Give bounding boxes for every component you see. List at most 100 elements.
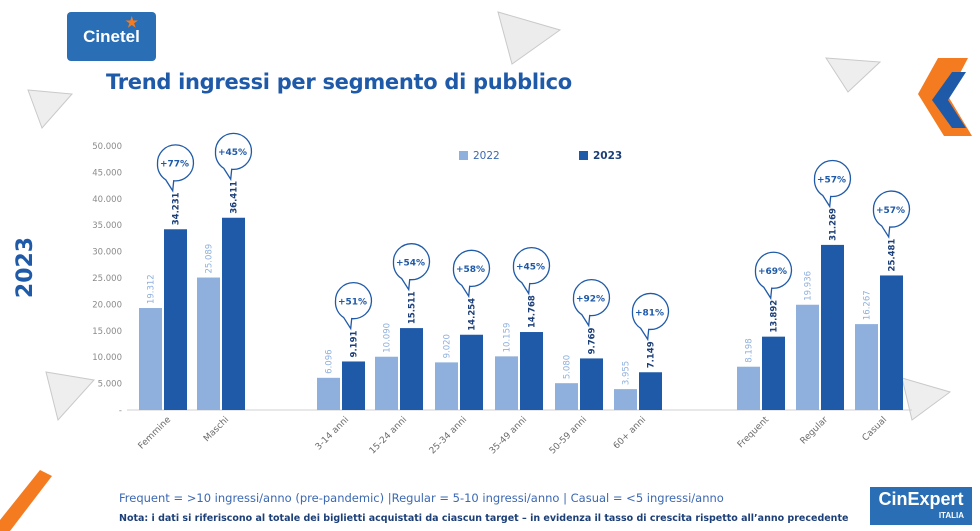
data-label-2023: 15.511 (408, 291, 418, 324)
data-label-2023: 9.191 (350, 330, 360, 357)
y-tick-label: 20.000 (92, 300, 122, 310)
data-label-2022: 3.955 (622, 361, 632, 385)
data-label-2023: 7.149 (647, 341, 657, 368)
growth-bubble-shape (156, 144, 195, 193)
bar-2023 (762, 336, 785, 410)
growth-bubble: +45% (512, 246, 551, 296)
data-label-2023: 13.892 (770, 300, 780, 333)
bar-2023 (639, 372, 662, 410)
bar-2023 (580, 358, 603, 410)
y-tick-label: 25.000 (92, 274, 122, 284)
y-tick-label: 10.000 (92, 353, 122, 363)
data-label-2022: 5.080 (563, 355, 573, 379)
cinetel-logo: Cinetel ★ (67, 12, 156, 61)
bar-2022 (614, 389, 637, 410)
growth-label: +57% (876, 206, 905, 216)
growth-bubble: +77% (156, 144, 195, 193)
star-icon: ★ (125, 14, 138, 30)
category-label: 50-59 anni (548, 415, 589, 456)
category-label: 25-34 anni (428, 415, 469, 456)
y-tick-label: - (119, 406, 122, 416)
growth-bubble: +54% (392, 243, 431, 292)
y-tick-label: 5.000 (98, 380, 122, 390)
brand-sub: ITALIA (938, 511, 964, 520)
bar-2023 (520, 332, 543, 410)
category-label: 35-49 anni (488, 415, 529, 456)
y-tick-label: 45.000 (92, 168, 122, 178)
data-label-2022: 10.159 (503, 323, 513, 353)
growth-bubble-shape (631, 292, 670, 342)
growth-label: +57% (817, 175, 846, 185)
growth-bubble: +92% (572, 278, 611, 328)
legend-label-2023: 2023 (593, 150, 622, 162)
segment-definition-note: Frequent = >10 ingressi/anno (pre-pandem… (119, 491, 724, 505)
bar-2022 (139, 308, 162, 410)
data-label-2022: 6.096 (325, 349, 335, 373)
data-label-2023: 36.411 (230, 181, 240, 214)
data-label-2022: 19.312 (147, 274, 157, 304)
growth-bubble: +45% (214, 132, 253, 182)
category-label: 15-24 anni (368, 415, 409, 456)
growth-label: +81% (635, 308, 664, 318)
bar-2022 (855, 324, 878, 410)
data-label-2023: 31.269 (829, 208, 839, 241)
data-label-2022: 10.090 (383, 323, 393, 353)
category-label: Maschi (202, 415, 231, 444)
brand-name: CinExpert (878, 489, 964, 509)
growth-label: +54% (396, 259, 425, 269)
growth-bubble: +57% (872, 190, 911, 239)
growth-bubble-shape (754, 251, 793, 301)
bar-2022 (555, 383, 578, 410)
growth-label: +45% (516, 262, 545, 272)
growth-bubble-shape (392, 243, 431, 292)
y-tick-label: 50.000 (92, 142, 122, 152)
growth-bubble: +57% (813, 159, 852, 209)
bar-2023 (342, 361, 365, 410)
data-label-2023: 14.254 (468, 298, 478, 331)
growth-bubble: +51% (334, 282, 373, 331)
growth-bubble-shape (334, 282, 373, 331)
bar-2023 (460, 334, 483, 410)
growth-bubble-shape (813, 159, 852, 209)
growth-bubble: +58% (452, 249, 491, 299)
growth-label: +69% (758, 267, 787, 277)
y-tick-label: 35.000 (92, 221, 122, 231)
category-label: Frequent (736, 415, 772, 451)
data-label-2022: 19.936 (804, 271, 814, 301)
growth-label: +45% (218, 148, 247, 158)
bar-2022 (317, 377, 340, 410)
bar-2023 (164, 229, 187, 410)
category-label: Femmine (137, 415, 174, 452)
category-label: 3-14 anni (314, 415, 351, 452)
growth-bubble-shape (872, 190, 911, 239)
data-label-2022: 25.089 (205, 244, 215, 274)
data-label-2022: 16.267 (863, 290, 873, 320)
data-label-2023: 9.769 (588, 327, 598, 354)
bar-2023 (880, 275, 903, 410)
bar-2022 (197, 277, 220, 410)
y-tick-label: 40.000 (92, 195, 122, 205)
growth-bubble-shape (512, 246, 551, 296)
logo-text: Cinetel (83, 26, 140, 46)
category-label: Regular (799, 415, 831, 447)
y-tick-label: 30.000 (92, 248, 122, 258)
bar-2022 (796, 304, 819, 410)
bar-2022 (375, 356, 398, 410)
data-label-2023: 25.481 (888, 239, 898, 272)
bar-2022 (737, 366, 760, 410)
growth-label: +58% (456, 265, 485, 275)
bar-2023 (222, 217, 245, 410)
bar-2023 (821, 244, 844, 410)
growth-label: +92% (576, 294, 605, 304)
bar-2022 (495, 356, 518, 410)
cinexpert-logo: CinExpert ITALIA (870, 487, 972, 525)
page-title: Trend ingressi per segmento di pubblico (106, 70, 572, 94)
growth-bubble-shape (572, 278, 611, 328)
legend-swatch-2022 (459, 151, 468, 160)
bar-2023 (400, 328, 423, 410)
category-label: Casual (861, 415, 889, 443)
y-tick-label: 15.000 (92, 327, 122, 337)
growth-bubble: +69% (754, 251, 793, 301)
growth-bubble-shape (214, 132, 253, 182)
